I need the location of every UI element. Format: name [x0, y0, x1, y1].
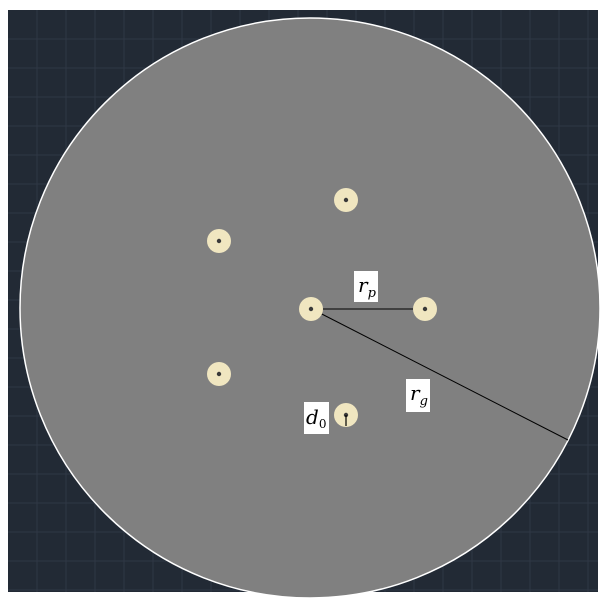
- label-rg-sub: g: [420, 394, 428, 409]
- label-rg-main: r: [410, 381, 421, 405]
- label-d0: d0: [304, 402, 329, 434]
- label-d0-sub: 0: [319, 417, 327, 431]
- label-rp-main: r: [358, 273, 369, 297]
- hole-right: [413, 297, 437, 321]
- hole-top: [334, 188, 358, 212]
- svg-text:rp: rp: [358, 273, 377, 301]
- hole-lower-left: [207, 362, 231, 386]
- rg-line: [311, 308, 569, 441]
- hole-center: [299, 297, 323, 321]
- hole-upper-left: [207, 229, 231, 253]
- svg-text:d0: d0: [306, 405, 326, 431]
- label-rp: rp: [354, 271, 378, 302]
- label-d0-main: d: [306, 405, 319, 429]
- label-rp-sub: p: [368, 286, 377, 301]
- label-rg: rg: [406, 379, 430, 412]
- svg-text:rg: rg: [410, 381, 428, 409]
